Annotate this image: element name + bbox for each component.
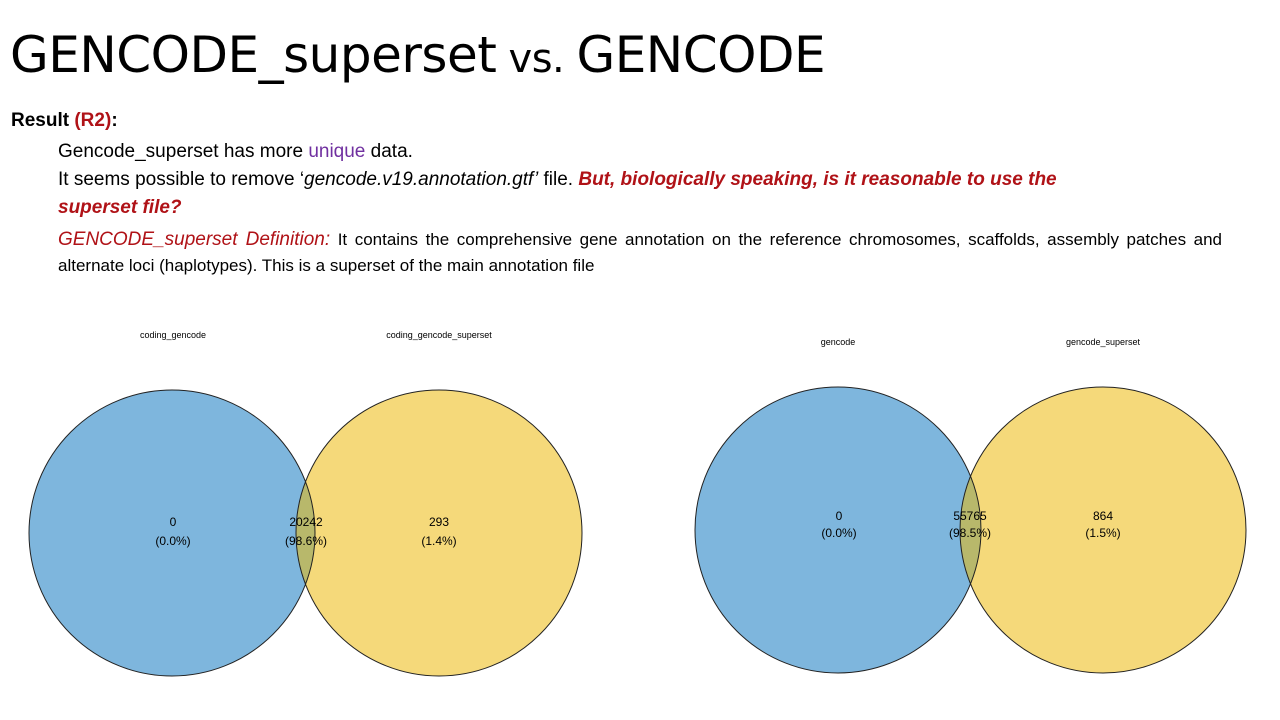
result-label: Result <box>11 110 75 131</box>
venn1-mid-pct: (98.6%) <box>285 534 327 548</box>
venn2-mid-count: 55765 <box>953 509 987 523</box>
result-line-3: superset file? <box>58 197 182 219</box>
result-heading: Result (R2): <box>11 110 118 132</box>
venn1-right-pct: (1.4%) <box>421 534 456 548</box>
definition-paragraph: GENCODE_superset Definition: It contains… <box>58 227 1222 279</box>
venn1-left-count: 0 <box>170 515 177 529</box>
result-line-1: Gencode_superset has more unique data. <box>58 141 413 163</box>
line2-pre: It seems possible to remove ‘ <box>58 169 305 190</box>
title-vs: vs. <box>496 36 577 82</box>
venn1-left-circle <box>29 390 315 676</box>
result-tag: (R2) <box>74 110 112 131</box>
venn2-right-circle <box>960 387 1246 673</box>
venn2-mid-pct: (98.5%) <box>949 526 991 540</box>
venn2-left-label: gencode <box>821 337 856 347</box>
venn2-right-outline <box>959 386 1247 674</box>
venn2-left-pct: (0.0%) <box>821 526 856 540</box>
venn-diagram-coding: coding_gencode coding_gencode_superset 0… <box>28 330 583 677</box>
venn1-right-label: coding_gencode_superset <box>386 330 492 340</box>
title-main: GENCODE_superset <box>10 26 497 84</box>
line1-post: data. <box>365 141 413 162</box>
line1-pre: Gencode_superset has more <box>58 141 309 162</box>
line3-question: superset file? <box>58 197 182 218</box>
venn2-left-count: 0 <box>836 509 843 523</box>
venn1-right-outline <box>295 389 583 677</box>
venn1-mid-count: 20242 <box>289 515 323 529</box>
venn2-left-circle <box>695 387 981 673</box>
result-line-2: It seems possible to remove ‘gencode.v19… <box>58 169 1057 191</box>
venn1-right-circle <box>296 390 582 676</box>
venn2-right-count: 864 <box>1093 509 1113 523</box>
page-title: GENCODE_superset vs. GENCODE <box>10 22 826 92</box>
venn2-right-label: gencode_superset <box>1066 337 1141 347</box>
venn2-left-outline <box>694 386 982 674</box>
venn1-left-outline <box>28 389 316 677</box>
venn1-left-pct: (0.0%) <box>155 534 190 548</box>
venn-diagram-gencode: gencode gencode_superset 0 (0.0%) 55765 … <box>694 337 1247 674</box>
definition-text: It contains the comprehensive gene annot… <box>58 230 1222 275</box>
line2-mid: file. <box>538 169 579 190</box>
venn1-left-label: coding_gencode <box>140 330 206 340</box>
definition-title: GENCODE_superset Definition: <box>58 229 331 250</box>
result-colon: : <box>111 110 118 131</box>
title-second: GENCODE <box>576 26 826 84</box>
venn2-right-pct: (1.5%) <box>1085 526 1120 540</box>
line2-file: gencode.v19.annotation.gtf’ <box>304 169 539 190</box>
line2-question: But, biologically speaking, is it reason… <box>578 169 1057 190</box>
line1-unique: unique <box>308 141 366 162</box>
venn1-right-count: 293 <box>429 515 449 529</box>
